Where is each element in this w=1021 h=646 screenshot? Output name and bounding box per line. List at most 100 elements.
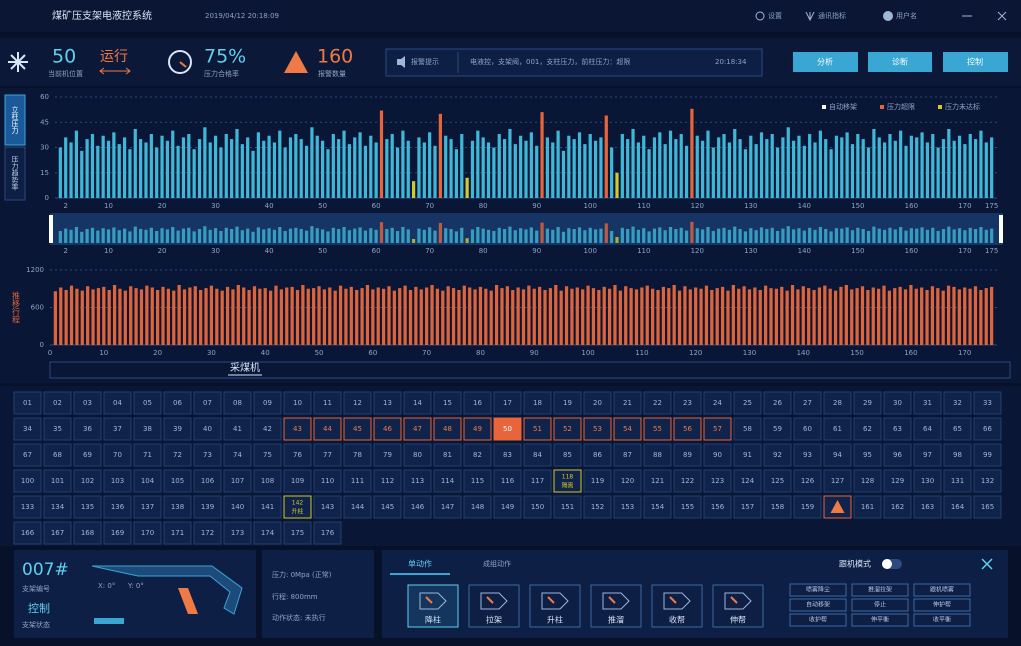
support-cell[interactable]: [253, 495, 282, 519]
nav-button[interactable]: [943, 52, 1008, 72]
support-cell[interactable]: [583, 443, 612, 467]
support-cell[interactable]: [883, 469, 912, 493]
support-cell[interactable]: [853, 417, 882, 441]
support-cell[interactable]: [133, 495, 162, 519]
support-cell[interactable]: [763, 391, 792, 415]
support-cell[interactable]: [853, 469, 882, 493]
support-cell[interactable]: [103, 443, 132, 467]
support-cell[interactable]: [733, 495, 762, 519]
group-button[interactable]: [913, 583, 971, 597]
support-cell[interactable]: [73, 521, 102, 545]
support-cell[interactable]: [193, 391, 222, 415]
control-tab[interactable]: 成组动作: [483, 559, 511, 568]
nav-button[interactable]: [868, 52, 932, 72]
support-cell[interactable]: [973, 469, 1002, 493]
support-cell[interactable]: [523, 495, 552, 519]
support-cell[interactable]: [43, 417, 72, 441]
support-cell[interactable]: [913, 469, 942, 493]
close-button[interactable]: [997, 11, 1007, 21]
support-cell[interactable]: [193, 521, 222, 545]
support-cell[interactable]: [643, 495, 672, 519]
support-cell[interactable]: [163, 391, 192, 415]
support-cell[interactable]: [793, 417, 822, 441]
support-cell[interactable]: [403, 391, 432, 415]
support-cell[interactable]: [943, 469, 972, 493]
support-cell[interactable]: [973, 391, 1002, 415]
support-cell[interactable]: [913, 391, 942, 415]
support-cell[interactable]: [223, 417, 252, 441]
support-cell[interactable]: [643, 417, 672, 441]
support-cell[interactable]: [223, 521, 252, 545]
support-cell[interactable]: [13, 495, 42, 519]
support-cell[interactable]: [613, 469, 642, 493]
support-cell[interactable]: [463, 443, 492, 467]
support-cell[interactable]: [523, 417, 552, 441]
support-cell[interactable]: [43, 521, 72, 545]
support-cell[interactable]: [193, 495, 222, 519]
support-cell[interactable]: [493, 495, 522, 519]
support-cell[interactable]: [13, 469, 42, 493]
support-cell[interactable]: [853, 391, 882, 415]
support-cell[interactable]: [253, 469, 282, 493]
support-cell[interactable]: [133, 469, 162, 493]
support-cell[interactable]: [223, 391, 252, 415]
support-cell[interactable]: [433, 391, 462, 415]
support-cell[interactable]: [283, 469, 312, 493]
support-cell[interactable]: [433, 443, 462, 467]
support-cell[interactable]: [733, 443, 762, 467]
group-button[interactable]: [851, 598, 909, 612]
support-cell[interactable]: [193, 417, 222, 441]
support-cell[interactable]: [493, 391, 522, 415]
support-cell[interactable]: [163, 417, 192, 441]
support-cell[interactable]: [493, 443, 522, 467]
support-cell[interactable]: [43, 469, 72, 493]
support-cell[interactable]: [13, 443, 42, 467]
support-cell[interactable]: [703, 391, 732, 415]
action-button[interactable]: [529, 584, 581, 628]
support-cell[interactable]: [673, 469, 702, 493]
support-cell[interactable]: [283, 443, 312, 467]
support-cell[interactable]: [613, 495, 642, 519]
support-cell[interactable]: [793, 469, 822, 493]
support-cell[interactable]: [943, 495, 972, 519]
support-cell[interactable]: [523, 443, 552, 467]
action-button[interactable]: [712, 584, 764, 628]
support-cell[interactable]: [823, 391, 852, 415]
support-cell[interactable]: [943, 443, 972, 467]
support-cell[interactable]: [133, 417, 162, 441]
side-tab-label[interactable]: 压力趋势率: [11, 156, 19, 192]
support-cell[interactable]: [373, 417, 402, 441]
support-cell[interactable]: [883, 417, 912, 441]
support-cell[interactable]: [673, 443, 702, 467]
support-cell[interactable]: [343, 443, 372, 467]
menu-item[interactable]: 通讯指标: [818, 11, 846, 20]
support-cell[interactable]: [883, 391, 912, 415]
support-cell[interactable]: [43, 443, 72, 467]
support-cell[interactable]: [883, 443, 912, 467]
support-cell[interactable]: [403, 417, 432, 441]
support-cell[interactable]: [793, 495, 822, 519]
support-cell[interactable]: [853, 443, 882, 467]
support-cell[interactable]: [733, 417, 762, 441]
action-button[interactable]: [651, 584, 703, 628]
support-cell[interactable]: [553, 443, 582, 467]
support-cell[interactable]: [973, 417, 1002, 441]
support-cell[interactable]: [403, 495, 432, 519]
support-cell[interactable]: [103, 391, 132, 415]
support-cell[interactable]: [253, 391, 282, 415]
support-cell[interactable]: [643, 391, 672, 415]
support-cell[interactable]: [433, 469, 462, 493]
support-cell[interactable]: [913, 495, 942, 519]
support-cell[interactable]: [463, 391, 492, 415]
support-cell[interactable]: [133, 443, 162, 467]
support-cell[interactable]: [553, 417, 582, 441]
support-cell[interactable]: [613, 417, 642, 441]
control-tab[interactable]: 单动作: [408, 559, 432, 569]
support-cell[interactable]: [583, 469, 612, 493]
action-button[interactable]: [407, 584, 459, 628]
support-cell[interactable]: [283, 391, 312, 415]
support-cell[interactable]: [823, 469, 852, 493]
action-button[interactable]: [590, 584, 642, 628]
support-cell[interactable]: [823, 443, 852, 467]
support-cell[interactable]: [733, 391, 762, 415]
